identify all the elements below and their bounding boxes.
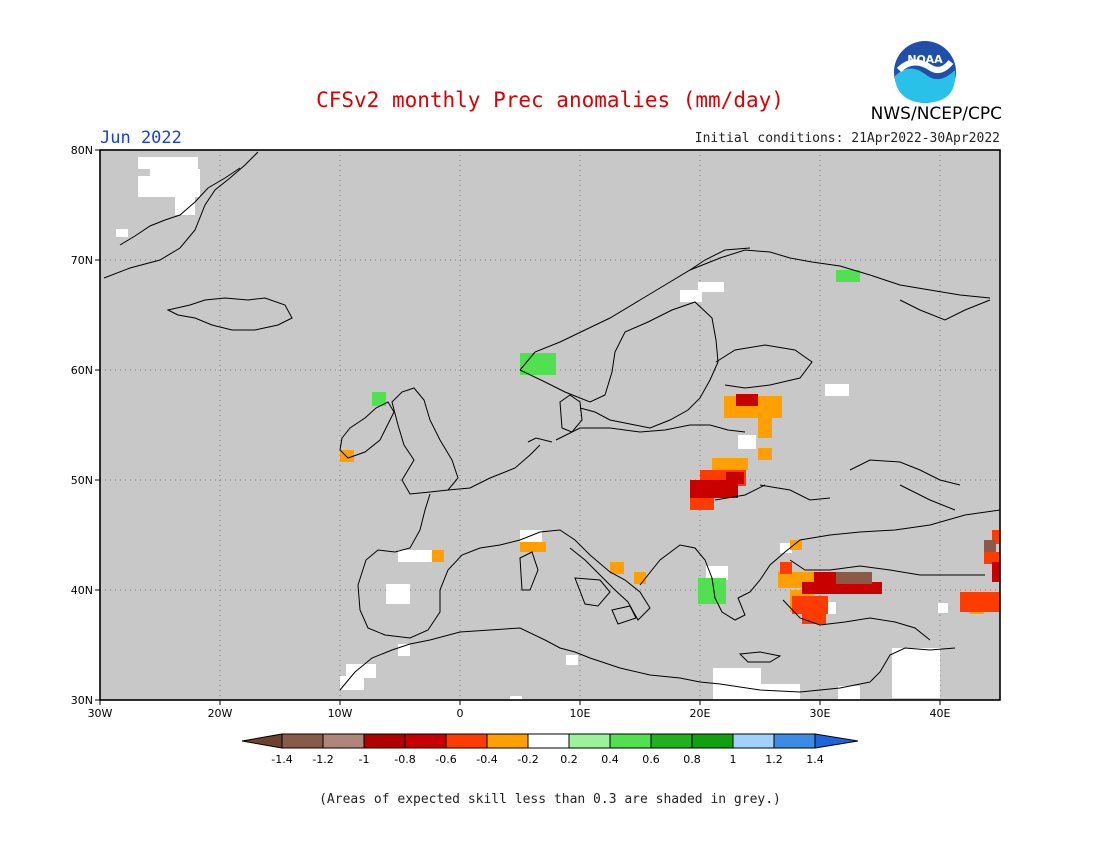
colorbar-swatch [486, 733, 529, 749]
lon-label: 20E [690, 707, 711, 720]
colorbar-swatch [773, 733, 816, 749]
agency-label: NWS/NCEP/CPC [870, 104, 1002, 124]
lon-label: 30E [810, 707, 831, 720]
lat-label: 80N [71, 144, 93, 157]
colorbar-tick-label: 0.4 [601, 753, 619, 766]
longitude-labels: 30W 20W 10W 0 10E 20E 30E 40E [88, 707, 951, 720]
colorbar-tick-label: -1.2 [312, 753, 333, 766]
lon-label: 40E [930, 707, 951, 720]
lon-label: 10W [328, 707, 353, 720]
lon-label: 10E [570, 707, 591, 720]
colorbar-labels: -1.4 -1.2 -1 -0.8 -0.6 -0.4 -0.2 0.2 0.4… [271, 753, 823, 766]
noaa-logo-icon: NOAA [894, 41, 956, 103]
lat-label: 40N [71, 584, 93, 597]
colorbar-tick-label: 0.8 [683, 753, 701, 766]
colorbar-tick-label: 0.6 [642, 753, 660, 766]
anomaly-brown-cells [836, 540, 996, 584]
forecast-month: Jun 2022 [100, 128, 182, 148]
colorbar-tick-label: -0.2 [517, 753, 538, 766]
colorbar-swatch [691, 733, 734, 749]
lon-label: 30W [88, 707, 113, 720]
axis-ticks [95, 149, 941, 705]
colorbar-tick-label: -0.6 [435, 753, 456, 766]
colorbar-swatch [732, 733, 775, 749]
near-zero-anomaly-cells [116, 157, 948, 700]
anomaly-redorange-cells [690, 470, 1000, 624]
colorbar-swatch [281, 733, 324, 749]
colorbar-swatch [814, 733, 859, 749]
colorbar [241, 733, 859, 749]
lat-label: 50N [71, 474, 93, 487]
colorbar-swatch [241, 733, 283, 749]
initial-conditions: Initial conditions: 21Apr2022-30Apr2022 [694, 131, 1000, 146]
lon-label: 20W [208, 707, 233, 720]
lon-label: 0 [457, 707, 464, 720]
colorbar-tick-label: 1 [730, 753, 737, 766]
colorbar-swatch [650, 733, 693, 749]
map-background [100, 150, 1000, 700]
chart-title: CFSv2 monthly Prec anomalies (mm/day) [316, 88, 784, 112]
lat-label: 70N [71, 254, 93, 267]
skill-footnote: (Areas of expected skill less than 0.3 a… [319, 792, 781, 807]
colorbar-swatch [609, 733, 652, 749]
colorbar-tick-label: 0.2 [560, 753, 578, 766]
colorbar-swatch [527, 733, 570, 749]
colorbar-tick-label: -1 [359, 753, 370, 766]
colorbar-tick-label: 1.4 [806, 753, 824, 766]
colorbar-swatch [322, 733, 365, 749]
colorbar-swatch [404, 733, 447, 749]
map-frame [99, 149, 1001, 701]
svg-text:NOAA: NOAA [907, 53, 943, 66]
colorbar-tick-label: -1.4 [271, 753, 292, 766]
colorbar-tick-label: -0.8 [394, 753, 415, 766]
colorbar-swatch [363, 733, 406, 749]
lat-label: 60N [71, 364, 93, 377]
lat-label: 30N [71, 694, 93, 707]
colorbar-swatch [568, 733, 611, 749]
coastlines [103, 151, 1001, 693]
latitude-labels: 80N 70N 60N 50N 40N 30N [71, 144, 93, 707]
colorbar-tick-label: 1.2 [765, 753, 783, 766]
colorbar-swatch [445, 733, 488, 749]
colorbar-tick-label: -0.4 [476, 753, 497, 766]
